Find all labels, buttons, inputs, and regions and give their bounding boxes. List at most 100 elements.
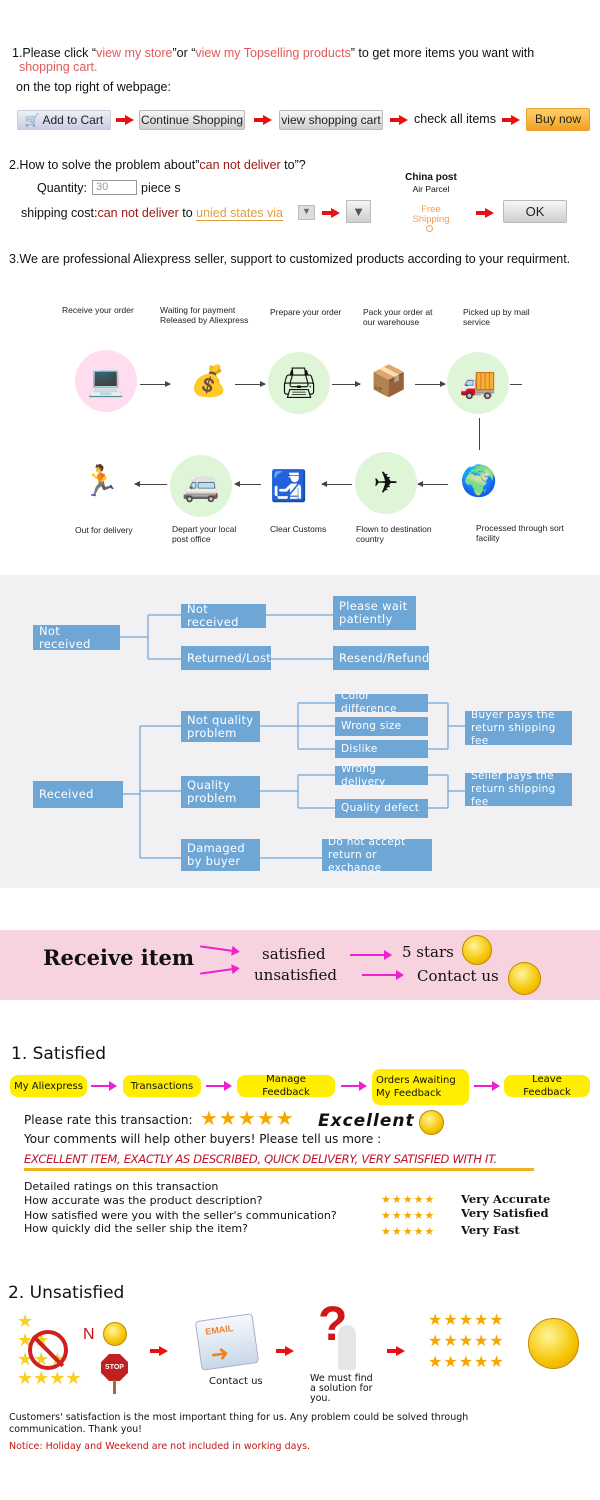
please-wait-box: Please wait patiently bbox=[333, 596, 416, 630]
step-transactions[interactable]: Transactions bbox=[123, 1075, 201, 1097]
ok-button[interactable]: OK bbox=[503, 200, 567, 223]
step-label: Pack your order at our warehouse bbox=[363, 307, 433, 327]
arrow-icon bbox=[322, 208, 340, 218]
instruction-3: 3.We are professional Aliexpress seller,… bbox=[9, 252, 571, 266]
wrong-size-box: Wrong size bbox=[335, 717, 428, 736]
text: to”? bbox=[280, 158, 306, 172]
not-quality-problem-box: Not quality problem bbox=[181, 711, 260, 742]
text: shipping cost: bbox=[21, 206, 98, 220]
step-label: Receive your order bbox=[62, 305, 134, 315]
instruction-2: 2.How to solve the problem about”can not… bbox=[9, 158, 306, 172]
printer-icon: 🖨 bbox=[268, 352, 330, 414]
radio-icon[interactable] bbox=[426, 225, 433, 232]
buyer-pays-box: Buyer pays the return shipping fee bbox=[465, 709, 572, 747]
tree-lines bbox=[120, 614, 465, 859]
resend-refund-box: Resend/Refund bbox=[333, 646, 429, 670]
solution-text: We must find a solution for you. bbox=[310, 1373, 373, 1404]
warehouse-worker-icon: 📦 bbox=[358, 350, 420, 412]
received-box: Received bbox=[33, 781, 123, 808]
step-label: Waiting for payment Released by Aliexpre… bbox=[160, 305, 249, 325]
flow-arrow bbox=[235, 381, 266, 387]
buy-now-button[interactable]: Buy now bbox=[526, 108, 590, 131]
computer-order-icon: 💻 bbox=[75, 350, 137, 412]
email-icon: EMAIL ➜ bbox=[194, 1313, 260, 1371]
dropdown-small-icon[interactable]: ▼ bbox=[298, 205, 315, 220]
rating-stars[interactable]: ★★★★★ bbox=[381, 1226, 436, 1238]
resolution-tree: Not received Not received Returned/Lost … bbox=[0, 575, 600, 888]
smiley-icon bbox=[528, 1318, 579, 1369]
text: can not deliver bbox=[97, 206, 179, 220]
step-label: Prepare your order bbox=[270, 307, 342, 317]
free-shipping: Free Shipping bbox=[412, 204, 450, 225]
money-bag-icon: 💰 bbox=[178, 350, 240, 412]
arrow-icon bbox=[116, 115, 134, 125]
step-leave-feedback[interactable]: Leave Feedback bbox=[504, 1074, 590, 1098]
contact-us-label: Contact us bbox=[417, 967, 499, 985]
delivery-man-icon: 🏃 bbox=[70, 450, 132, 512]
rating-stars[interactable]: ★★★★★ bbox=[381, 1194, 436, 1206]
damaged-by-buyer-box: Damaged by buyer bbox=[181, 839, 260, 871]
globe-mail-icon: 🌍 bbox=[448, 450, 510, 512]
do-not-accept-box: Do not accept return or exchange bbox=[322, 836, 432, 874]
quantity-label: Quantity: bbox=[37, 181, 88, 195]
arrow-icon bbox=[390, 115, 408, 125]
quantity-input[interactable]: 30 bbox=[92, 180, 137, 195]
arrow-icon bbox=[91, 1082, 117, 1090]
arrow-icon bbox=[150, 1346, 180, 1356]
view-shopping-cart-button[interactable]: view shopping cart bbox=[279, 110, 383, 130]
carrier-name: China post bbox=[405, 172, 457, 183]
arrow-icon bbox=[254, 115, 272, 125]
flow-arrow bbox=[417, 481, 448, 487]
arrow-curve: ➜ bbox=[208, 1339, 231, 1368]
rating-stars[interactable]: ★★★★★ bbox=[200, 1108, 295, 1130]
step-label: Out for delivery bbox=[75, 525, 133, 535]
crying-face-icon bbox=[103, 1322, 127, 1346]
flow-arrow bbox=[332, 381, 361, 387]
footer-text: Customers' satisfaction is the most impo… bbox=[9, 1412, 469, 1435]
step-orders-awaiting[interactable]: Orders Awaiting My Feedback bbox=[372, 1069, 469, 1105]
step-manage-feedback[interactable]: Manage Feedback bbox=[237, 1074, 335, 1098]
unit-label: piece s bbox=[141, 181, 181, 195]
destination-link[interactable]: unied states via bbox=[196, 206, 283, 221]
dropdown-large-icon[interactable]: ▼ bbox=[346, 200, 371, 223]
check-all-items-text: check all items bbox=[414, 112, 496, 126]
airplane-icon: ✈ bbox=[355, 452, 417, 514]
n-letter: N bbox=[83, 1326, 95, 1343]
not-received-box: Not received bbox=[33, 624, 120, 650]
text: 2.How to solve the problem about” bbox=[9, 158, 200, 172]
flow-arrow bbox=[140, 381, 171, 387]
answer-3: Very Fast bbox=[461, 1223, 520, 1237]
rate-label: Please rate this transaction: bbox=[24, 1113, 193, 1127]
step-label: Depart your local post office bbox=[172, 524, 237, 544]
continue-shopping-button[interactable]: Continue Shopping bbox=[139, 110, 245, 130]
quality-problem-box: Quality problem bbox=[181, 776, 260, 808]
review-text[interactable]: EXCELLENT ITEM, EXACTLY AS DESCRIBED, QU… bbox=[24, 1152, 534, 1171]
flow-arrow bbox=[134, 481, 167, 487]
view-my-store-link[interactable]: view my store bbox=[96, 46, 173, 60]
contact-us-text: Contact us bbox=[209, 1376, 263, 1387]
topselling-link[interactable]: view my Topselling products bbox=[195, 46, 351, 60]
answer-1: Very Accurate bbox=[461, 1192, 551, 1206]
instruction-1-line2: on the top right of webpage: bbox=[16, 80, 171, 94]
seller-pays-box: Seller pays the return shipping fee bbox=[465, 770, 572, 808]
rating-stars[interactable]: ★★★★★ bbox=[381, 1210, 436, 1222]
comments-prompt: Your comments will help other buyers! Pl… bbox=[24, 1132, 382, 1146]
label: Add to Cart bbox=[42, 113, 104, 127]
unsatisfied-label: unsatisfied bbox=[254, 966, 337, 984]
shopping-cart-link[interactable]: shopping cart. bbox=[18, 60, 98, 74]
step-label: Picked up by mail service bbox=[463, 307, 530, 327]
thinking-person-icon bbox=[338, 1325, 356, 1370]
shipping-cost: shipping cost:can not deliver to unied s… bbox=[21, 206, 283, 221]
arrow-icon bbox=[206, 1082, 232, 1090]
returned-lost-box: Returned/Lost bbox=[181, 646, 271, 670]
step-label: Processed through sort facility bbox=[476, 523, 564, 543]
cart-icon: 🛒 bbox=[24, 113, 40, 127]
stars-grid-icon: ★★★★★ ★★★★★ ★★★★★ bbox=[428, 1312, 505, 1371]
step-my-aliexpress[interactable]: My Aliexpress bbox=[10, 1075, 87, 1097]
arrow-icon bbox=[276, 1346, 306, 1356]
text: ” to get more items you want with bbox=[350, 46, 535, 60]
satisfied-title: 1. Satisfied bbox=[11, 1044, 107, 1064]
satisfied-label: satisfied bbox=[262, 945, 326, 963]
arrow-icon bbox=[387, 1346, 417, 1356]
add-to-cart-button[interactable]: 🛒 Add to Cart bbox=[17, 110, 111, 130]
